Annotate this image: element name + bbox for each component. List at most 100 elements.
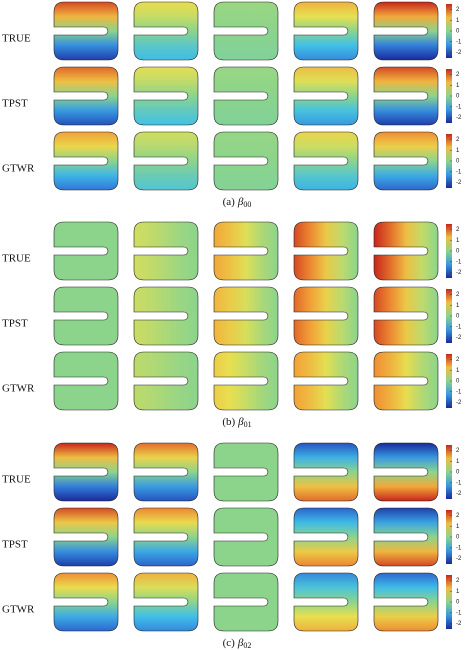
row-label: TRUE [2,33,31,45]
colorbar [446,134,452,188]
colorbar-tick-label: 2 [456,578,460,584]
heatmap-panel [213,1,279,61]
colorbar [446,354,452,408]
colorbar-tick-label: 2 [456,513,460,519]
row-label: GTWR [2,163,35,175]
colorbar [446,445,452,499]
heatmap-panel [373,66,439,126]
colorbar-tick-label: 0 [456,535,460,541]
heatmap-panel [373,221,439,281]
colorbar-tick-label: 0 [456,379,460,385]
colorbar-tick-label: -2 [456,115,462,121]
colorbar-tick-label: 0 [456,249,460,255]
caption: (a) β00 [223,196,252,209]
colorbar-tick-label: 2 [456,227,460,233]
colorbar-tick-label: -2 [456,180,462,186]
caption-subscript: 00 [243,200,251,209]
caption-label: (b) [222,416,235,428]
colorbar-tick-label: -2 [456,270,462,276]
heatmap-panel [53,1,119,61]
heatmap-panel [133,221,199,281]
row-label: TPST [2,318,28,330]
colorbar-tick-label: 2 [456,72,460,78]
heatmap-panel [293,442,359,502]
heatmap-panel [53,286,119,346]
colorbar-tick-label: 1 [456,18,460,24]
caption: (b) β01 [222,416,251,429]
heatmap-panel [213,66,279,126]
colorbar-tick-label: 1 [456,148,460,154]
row-label: TRUE [2,474,31,486]
colorbar-tick-label: -1 [456,39,462,45]
colorbar-tick-label: 2 [456,137,460,143]
heatmap-panel [213,286,279,346]
heatmap-panel [53,131,119,191]
colorbar-tick-label: -1 [456,389,462,395]
colorbar-tick-label: 1 [456,238,460,244]
colorbar [446,575,452,629]
heatmap-panel [213,507,279,567]
colorbar [446,224,452,278]
heatmap-panel [293,572,359,632]
heatmap-panel [53,442,119,502]
heatmap-panel [133,351,199,411]
colorbar-tick-label: -1 [456,169,462,175]
caption-label: (c) [223,637,236,649]
colorbar-tick-label: -2 [456,621,462,627]
colorbar-tick-label: 0 [456,470,460,476]
heatmap-panel [213,572,279,632]
colorbar-tick-label: 1 [456,303,460,309]
colorbar-tick-label: -1 [456,480,462,486]
heatmap-panel [293,1,359,61]
colorbar-tick-label: -1 [456,104,462,110]
heatmap-panel [53,507,119,567]
caption-symbol: β [237,196,244,208]
caption-symbol: β [237,416,244,428]
heatmap-panel [133,66,199,126]
colorbar-tick-label: -2 [456,50,462,56]
heatmap-panel [53,66,119,126]
colorbar-tick-label: 0 [456,94,460,100]
colorbar-tick-label: 2 [456,292,460,298]
colorbar [446,289,452,343]
caption-subscript: 02 [243,641,251,650]
colorbar [446,4,452,58]
heatmap-panel [373,286,439,346]
heatmap-panel [293,507,359,567]
heatmap-panel [213,442,279,502]
row-label: TPST [2,539,28,551]
heatmap-panel [53,221,119,281]
caption-symbol: β [237,637,244,649]
colorbar-tick-label: 1 [456,368,460,374]
heatmap-panel [293,286,359,346]
heatmap-panel [213,131,279,191]
heatmap-panel [133,507,199,567]
colorbar-tick-label: 0 [456,314,460,320]
heatmap-panel [373,572,439,632]
heatmap-panel [133,131,199,191]
heatmap-panel [373,351,439,411]
colorbar-tick-label: 1 [456,83,460,89]
heatmap-panel [293,221,359,281]
heatmap-panel [373,1,439,61]
row-label: GTWR [2,383,35,395]
heatmap-panel [133,572,199,632]
heatmap-panel [293,131,359,191]
heatmap-panel [373,442,439,502]
row-label: TRUE [2,253,31,265]
colorbar-tick-label: 0 [456,159,460,165]
heatmap-panel [133,1,199,61]
colorbar-tick-label: 0 [456,29,460,35]
heatmap-panel [133,442,199,502]
caption-label: (a) [223,196,236,208]
colorbar-tick-label: -2 [456,400,462,406]
colorbar [446,510,452,564]
colorbar-tick-label: 1 [456,524,460,530]
caption: (c) β02 [223,637,252,650]
colorbar-tick-label: -1 [456,324,462,330]
colorbar-tick-label: 2 [456,357,460,363]
heatmap-panel [213,351,279,411]
colorbar-tick-label: -1 [456,610,462,616]
colorbar-tick-label: 0 [456,600,460,606]
